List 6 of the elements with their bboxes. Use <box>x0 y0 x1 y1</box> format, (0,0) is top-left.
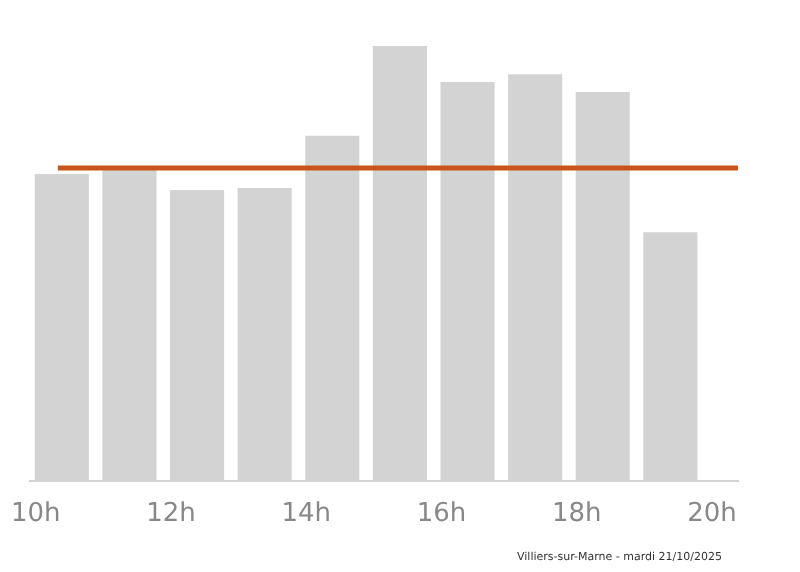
x-tick-label: 18h <box>551 499 602 529</box>
x-tick-label: 16h <box>416 499 467 529</box>
x-tick-label: 10h <box>10 499 61 529</box>
x-tick-label: 20h <box>687 499 737 529</box>
x-tick-label: 12h <box>146 499 196 529</box>
x-tick-label: 14h <box>281 499 332 529</box>
